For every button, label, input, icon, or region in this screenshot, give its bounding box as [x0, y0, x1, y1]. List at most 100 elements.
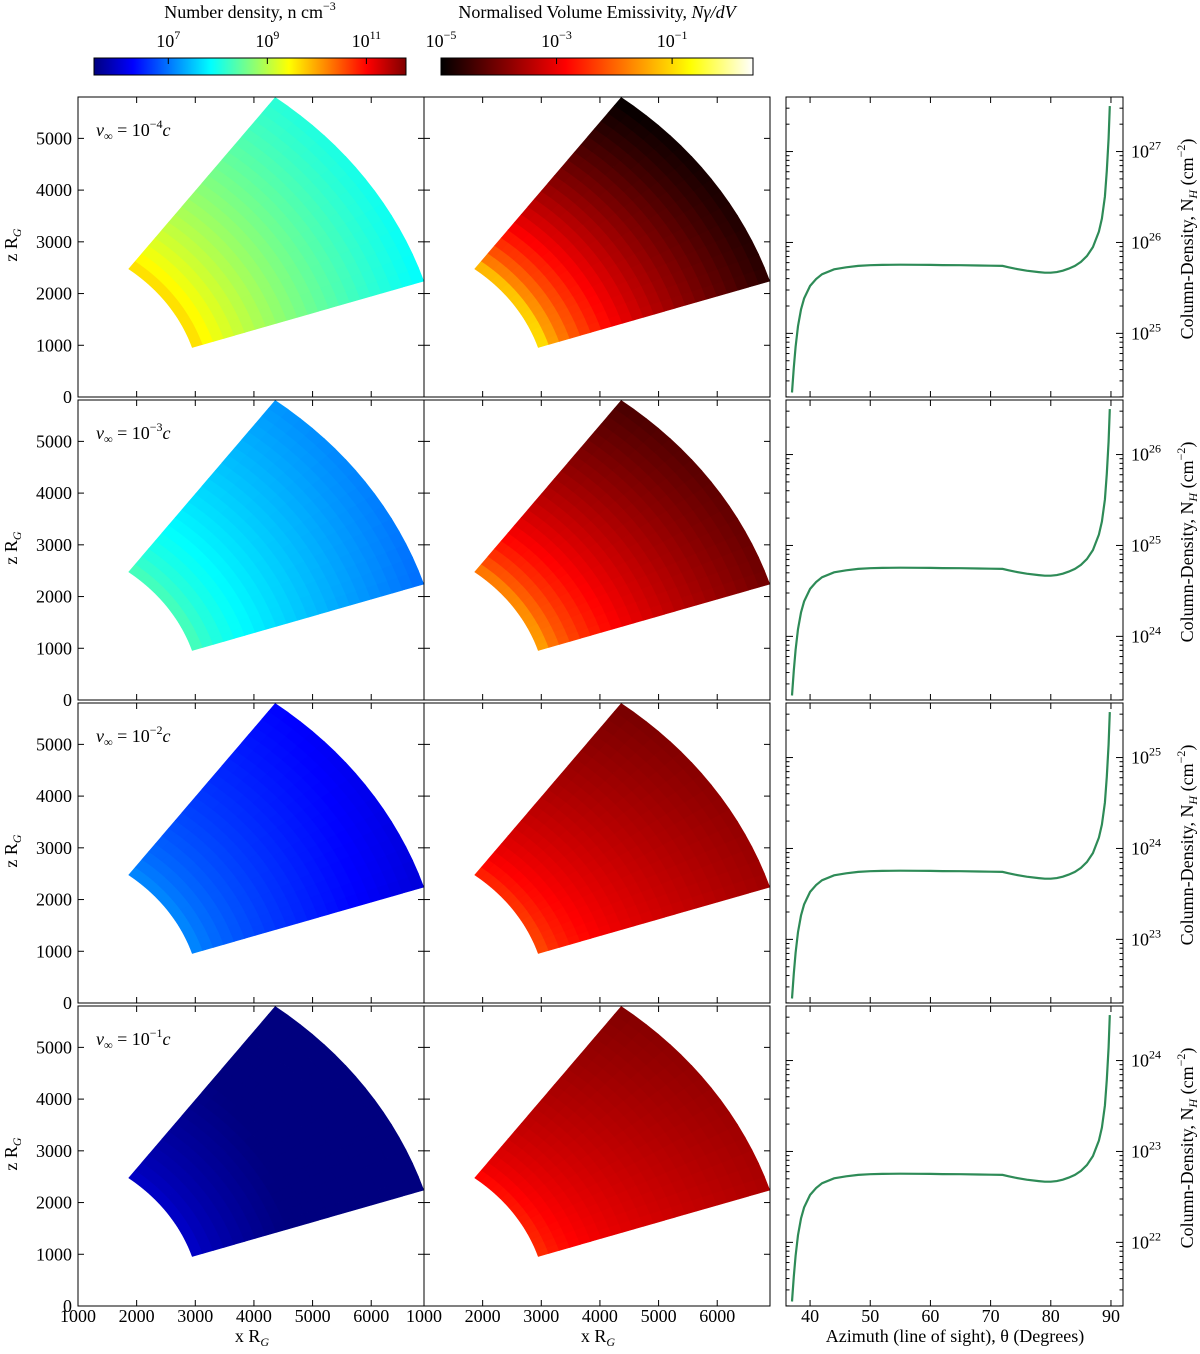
- wedge-cell: [268, 400, 289, 418]
- map-xtick-label: 6000: [699, 1306, 735, 1326]
- column-density-row-3: 1023 1024 1025 Column-Density, NH (cm−2): [785, 702, 1200, 1004]
- column-density-xlabel: Azimuth (line of sight), θ (Degrees): [826, 1326, 1085, 1347]
- column-density-xtick-label: 70: [982, 1306, 1000, 1326]
- column-density-ylabel: Column-Density, NH (cm−2): [1174, 1048, 1200, 1249]
- density-map-row-2: 0 1000 2000 3000 4000 5000 z RG v∞ = 10−3c: [1, 399, 425, 710]
- map-ytick-label: 5000: [36, 128, 72, 148]
- column-density-row-2: 1024 1025 1026 Column-Density, NH (cm−2): [785, 399, 1200, 701]
- column-density-line: [790, 712, 1111, 999]
- map-ytick-label: 1000: [36, 638, 72, 658]
- map-ytick-label: 3000: [36, 535, 72, 555]
- map-xtick-label: 1000: [406, 1306, 442, 1326]
- map-frame: [423, 1005, 771, 1307]
- colorbar-tick-label: 109: [255, 28, 279, 51]
- velocity-label: v∞ = 10−3c: [96, 420, 171, 446]
- map-ytick-label: 0: [63, 993, 72, 1013]
- density-map-xlabel: x RG: [235, 1326, 270, 1349]
- wedge-cell: [614, 1006, 635, 1024]
- map-xtick-label: 4000: [582, 1306, 618, 1326]
- column-density-xtick-label: 40: [801, 1306, 819, 1326]
- wedge-cell: [614, 400, 635, 418]
- map-ytick-label: 3000: [36, 232, 72, 252]
- map-ytick-label: 3000: [36, 838, 72, 858]
- column-density-line: [790, 1015, 1111, 1302]
- wedge-cell: [268, 97, 289, 115]
- wedge-cell: [614, 97, 635, 115]
- map-xtick-label: 2000: [119, 1306, 155, 1326]
- map-ylabel: z RG: [1, 228, 24, 262]
- density-colorbar-ticks: 107 109 1011: [156, 28, 381, 64]
- density-map-row-1: 0 1000 2000 3000 4000 5000 z RG v∞ = 10−4c: [1, 96, 425, 407]
- column-density-ylabel: Column-Density, NH (cm−2): [1174, 139, 1200, 340]
- column-density-frame: [785, 399, 1124, 701]
- map-ytick-label: 0: [63, 387, 72, 407]
- wedge-cell: [614, 703, 635, 721]
- emissivity-colorbar-ticks: 10−5 10−3 10−1: [426, 28, 688, 64]
- map-xtick-label: 3000: [523, 1306, 559, 1326]
- column-density-row-4: 1022 1023 1024 Column-Density, NH (cm−2) 40 5…: [785, 1005, 1200, 1326]
- emissivity-map-row-1: [423, 96, 771, 398]
- map-ylabel: z RG: [1, 531, 24, 565]
- emissivity-colorbar: Normalised Volume Emissivity, Nγ/dV 10−5…: [426, 2, 754, 76]
- map-xtick-label: 4000: [236, 1306, 272, 1326]
- emissivity-map-row-4: 1000 2000 3000 4000 5000 6000: [406, 1005, 771, 1326]
- map-ytick-label: 0: [63, 690, 72, 710]
- map-ytick-label: 5000: [36, 1037, 72, 1057]
- column-density-ytick-label: 1026: [1131, 442, 1161, 465]
- map-xtick-label: 1000: [60, 1306, 96, 1326]
- map-ytick-label: 4000: [36, 483, 72, 503]
- column-density-row-1: 1025 1026 1027 Column-Density, NH (cm−2): [785, 96, 1200, 398]
- map-ytick-label: 1000: [36, 335, 72, 355]
- column-density-ytick-label: 1023: [1131, 926, 1161, 949]
- column-density-frame: [785, 96, 1124, 398]
- density-colorbar-gradient: [93, 57, 407, 76]
- column-density-ylabel: Column-Density, NH (cm−2): [1174, 745, 1200, 946]
- colorbar-tick-label: 10−1: [657, 28, 688, 51]
- map-frame: [423, 702, 771, 1004]
- map-ylabel: z RG: [1, 834, 24, 868]
- column-density-ylabel: Column-Density, NH (cm−2): [1174, 442, 1200, 643]
- colorbar-tick-label: 107: [156, 28, 180, 51]
- column-density-xtick-label: 60: [921, 1306, 939, 1326]
- map-ytick-label: 2000: [36, 284, 72, 304]
- column-density-ytick-label: 1024: [1131, 623, 1161, 646]
- velocity-label: v∞ = 10−1c: [96, 1026, 171, 1052]
- map-ytick-label: 4000: [36, 786, 72, 806]
- velocity-label: v∞ = 10−2c: [96, 723, 171, 749]
- colorbar-tick-label: 1011: [352, 28, 382, 51]
- map-ytick-label: 1000: [36, 941, 72, 961]
- wedge-cell: [268, 1006, 289, 1024]
- velocity-label: v∞ = 10−4c: [96, 117, 171, 143]
- map-ytick-label: 5000: [36, 431, 72, 451]
- emissivity-colorbar-gradient: [440, 57, 754, 76]
- column-density-frame: [785, 1005, 1124, 1307]
- emissivity-colorbar-label: Normalised Volume Emissivity, Nγ/dV: [458, 2, 737, 22]
- column-density-ytick-label: 1024: [1131, 835, 1161, 858]
- wedge-cell: [268, 703, 289, 721]
- map-ylabel: z RG: [1, 1137, 24, 1171]
- map-xtick-label: 5000: [641, 1306, 677, 1326]
- map-ytick-label: 3000: [36, 1141, 72, 1161]
- map-xtick-label: 5000: [295, 1306, 331, 1326]
- map-ytick-label: 4000: [36, 180, 72, 200]
- column-density-ytick-label: 1025: [1131, 745, 1161, 768]
- map-xtick-label: 2000: [465, 1306, 501, 1326]
- column-density-line: [790, 409, 1111, 696]
- emissivity-map-row-2: [423, 399, 771, 701]
- column-density-ytick-label: 1025: [1131, 532, 1161, 555]
- map-ytick-label: 0: [63, 1296, 72, 1316]
- column-density-xtick-label: 80: [1042, 1306, 1060, 1326]
- column-density-line: [790, 106, 1111, 393]
- map-frame: [423, 96, 771, 398]
- density-colorbar: Number density, n cm−3 107 109 1011: [93, 0, 407, 76]
- map-ytick-label: 2000: [36, 890, 72, 910]
- map-xtick-label: 3000: [177, 1306, 213, 1326]
- map-ytick-label: 2000: [36, 1193, 72, 1213]
- map-ytick-label: 4000: [36, 1089, 72, 1109]
- column-density-xtick-label: 50: [861, 1306, 879, 1326]
- colorbar-tick-label: 10−5: [426, 28, 457, 51]
- map-ytick-label: 5000: [36, 734, 72, 754]
- emissivity-map-row-3: [423, 702, 771, 1004]
